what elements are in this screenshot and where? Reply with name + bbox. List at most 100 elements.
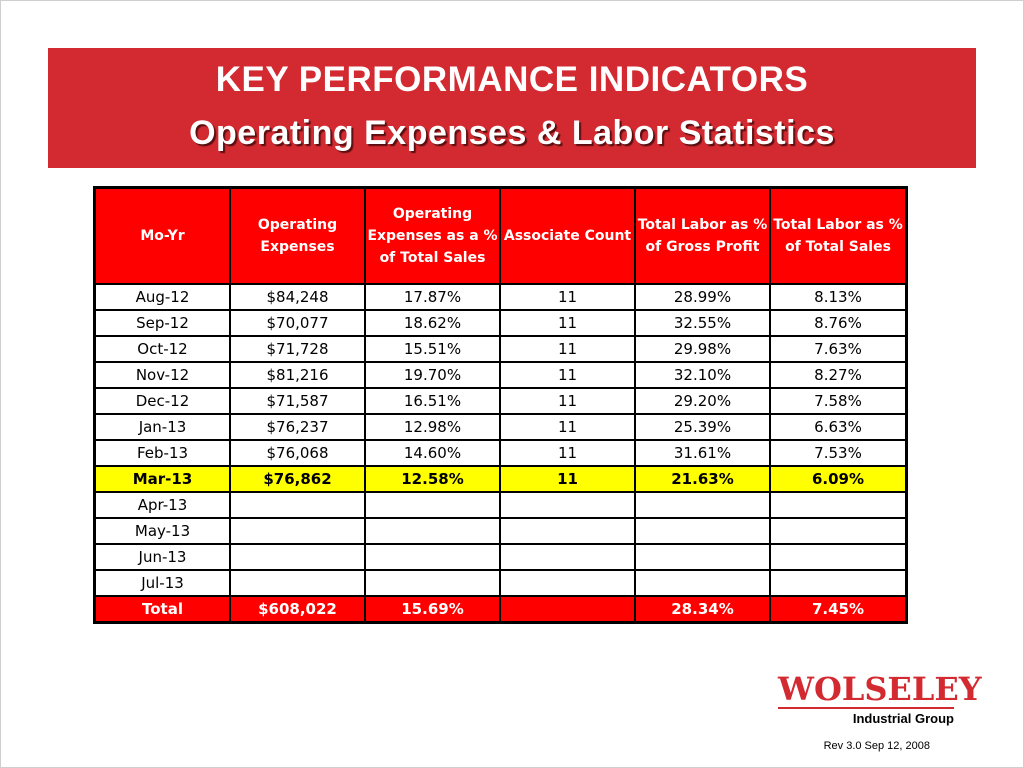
total-labor-pct-gross-profit: 28.34% [634, 595, 771, 624]
logo-rule [778, 707, 954, 709]
wolseley-logo: WOLSELEY Industrial Group [778, 670, 982, 726]
table-row: Jan-13 $76,237 12.98% 11 25.39% 6.63% [93, 413, 908, 441]
cell-opex-pct-sales [364, 517, 501, 545]
header-associate-count: Associate Count [499, 186, 636, 285]
header-mo-yr: Mo-Yr [93, 186, 231, 285]
cell-mo-yr: Sep-12 [93, 309, 231, 337]
cell-operating-expenses [229, 569, 366, 597]
cell-opex-pct-sales [364, 491, 501, 519]
cell-opex-pct-sales [364, 569, 501, 597]
kpi-table: Mo-Yr Operating Expenses Operating Expen… [93, 186, 908, 624]
cell-mo-yr: Dec-12 [93, 387, 231, 415]
header-labor-pct-gross-profit: Total Labor as % of Gross Profit [634, 186, 771, 285]
table-row: Nov-12 $81,216 19.70% 11 32.10% 8.27% [93, 361, 908, 389]
cell-labor-pct-sales [769, 517, 908, 545]
cell-labor-pct-gross-profit: 31.61% [634, 439, 771, 467]
cell-associate-count: 11 [499, 361, 636, 389]
table-row: Jun-13 [93, 543, 908, 571]
cell-labor-pct-sales: 6.63% [769, 413, 908, 441]
cell-associate-count: 11 [499, 309, 636, 337]
slide-title: KEY PERFORMANCE INDICATORS [215, 60, 809, 99]
header-operating-expenses: Operating Expenses [229, 186, 366, 285]
cell-labor-pct-sales: 7.58% [769, 387, 908, 415]
total-mo-yr: Total [93, 595, 231, 624]
table-row: Dec-12 $71,587 16.51% 11 29.20% 7.58% [93, 387, 908, 415]
cell-opex-pct-sales: 16.51% [364, 387, 501, 415]
cell-associate-count: 11 [499, 283, 636, 311]
header-opex-pct-sales: Operating Expenses as a % of Total Sales [364, 186, 501, 285]
cell-labor-pct-gross-profit [634, 569, 771, 597]
table-row: Sep-12 $70,077 18.62% 11 32.55% 8.76% [93, 309, 908, 337]
table-body: Aug-12 $84,248 17.87% 11 28.99% 8.13% Sep-12 $7… [93, 283, 908, 624]
cell-associate-count [499, 491, 636, 519]
cell-opex-pct-sales: 14.60% [364, 439, 501, 467]
cell-opex-pct-sales: 18.62% [364, 309, 501, 337]
cell-labor-pct-sales: 6.09% [769, 465, 908, 493]
cell-operating-expenses [229, 517, 366, 545]
cell-opex-pct-sales: 17.87% [364, 283, 501, 311]
cell-mo-yr: Mar-13 [93, 465, 231, 493]
cell-opex-pct-sales [364, 543, 501, 571]
table-row: Feb-13 $76,068 14.60% 11 31.61% 7.53% [93, 439, 908, 467]
cell-labor-pct-gross-profit [634, 491, 771, 519]
cell-labor-pct-gross-profit: 21.63% [634, 465, 771, 493]
cell-associate-count: 11 [499, 387, 636, 415]
cell-labor-pct-sales: 7.63% [769, 335, 908, 363]
title-banner: KEY PERFORMANCE INDICATORS Operating Exp… [48, 48, 976, 168]
cell-mo-yr: Nov-12 [93, 361, 231, 389]
table-row: Jul-13 [93, 569, 908, 597]
cell-operating-expenses: $84,248 [229, 283, 366, 311]
table-row: Aug-12 $84,248 17.87% 11 28.99% 8.13% [93, 283, 908, 311]
cell-labor-pct-sales [769, 543, 908, 571]
cell-labor-pct-sales [769, 569, 908, 597]
revision-label: Rev 3.0 Sep 12, 2008 [823, 740, 930, 752]
cell-labor-pct-gross-profit: 32.10% [634, 361, 771, 389]
cell-labor-pct-gross-profit: 32.55% [634, 309, 771, 337]
cell-operating-expenses: $76,068 [229, 439, 366, 467]
cell-associate-count [499, 569, 636, 597]
cell-operating-expenses: $76,862 [229, 465, 366, 493]
cell-associate-count: 11 [499, 413, 636, 441]
logo-subtitle: Industrial Group [852, 711, 954, 726]
cell-mo-yr: Oct-12 [93, 335, 231, 363]
cell-associate-count [499, 543, 636, 571]
cell-operating-expenses: $81,216 [229, 361, 366, 389]
table-header-row: Mo-Yr Operating Expenses Operating Expen… [93, 186, 908, 285]
cell-operating-expenses: $70,077 [229, 309, 366, 337]
cell-mo-yr: Jan-13 [93, 413, 231, 441]
logo-brand: WOLSELEY [778, 670, 982, 708]
cell-operating-expenses [229, 491, 366, 519]
cell-labor-pct-sales: 8.27% [769, 361, 908, 389]
cell-opex-pct-sales: 15.51% [364, 335, 501, 363]
cell-associate-count [499, 517, 636, 545]
cell-operating-expenses: $71,587 [229, 387, 366, 415]
cell-mo-yr: Aug-12 [93, 283, 231, 311]
total-labor-pct-sales: 7.45% [769, 595, 908, 624]
cell-mo-yr: Feb-13 [93, 439, 231, 467]
cell-opex-pct-sales: 12.58% [364, 465, 501, 493]
cell-labor-pct-sales: 7.53% [769, 439, 908, 467]
table-row: Mar-13 $76,862 12.58% 11 21.63% 6.09% [93, 465, 908, 493]
cell-labor-pct-gross-profit: 28.99% [634, 283, 771, 311]
table-row: May-13 [93, 517, 908, 545]
total-operating-expenses: $608,022 [229, 595, 366, 624]
cell-labor-pct-gross-profit [634, 543, 771, 571]
cell-mo-yr: Jul-13 [93, 569, 231, 597]
cell-mo-yr: May-13 [93, 517, 231, 545]
total-associate-count [499, 595, 636, 624]
slide-subtitle: Operating Expenses & Labor Statistics [189, 114, 835, 152]
cell-opex-pct-sales: 19.70% [364, 361, 501, 389]
header-labor-pct-sales: Total Labor as % of Total Sales [769, 186, 908, 285]
table-total-row: Total $608,022 15.69% 28.34% 7.45% [93, 595, 908, 624]
cell-labor-pct-sales: 8.76% [769, 309, 908, 337]
cell-mo-yr: Apr-13 [93, 491, 231, 519]
cell-labor-pct-gross-profit: 29.98% [634, 335, 771, 363]
cell-labor-pct-gross-profit [634, 517, 771, 545]
cell-associate-count: 11 [499, 439, 636, 467]
cell-labor-pct-sales [769, 491, 908, 519]
cell-associate-count: 11 [499, 335, 636, 363]
cell-labor-pct-gross-profit: 25.39% [634, 413, 771, 441]
table-row: Apr-13 [93, 491, 908, 519]
cell-associate-count: 11 [499, 465, 636, 493]
cell-operating-expenses [229, 543, 366, 571]
